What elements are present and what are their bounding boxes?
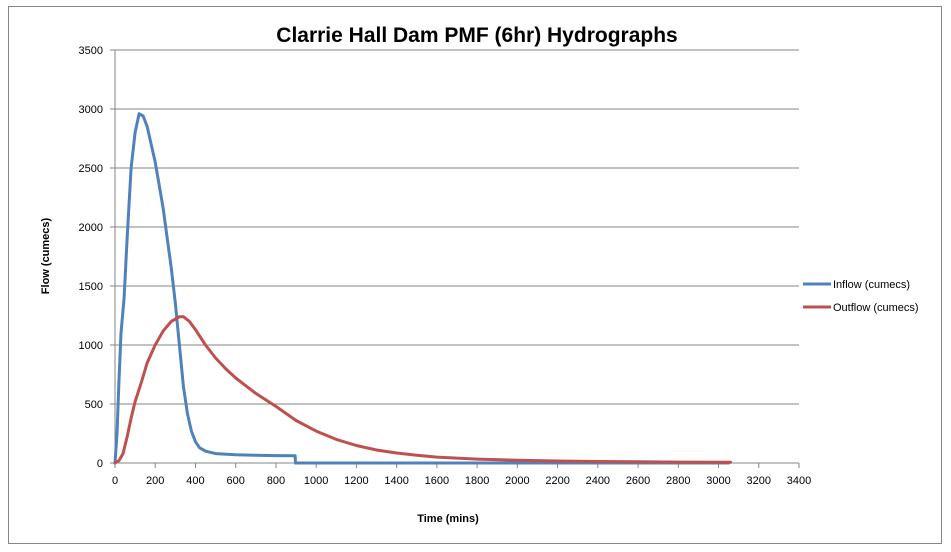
y-tick-label: 2000 — [79, 222, 103, 234]
y-tick-label: 2500 — [79, 163, 103, 175]
x-tick-label: 0 — [112, 475, 118, 487]
series-line-inflow — [113, 112, 731, 465]
x-tick-label: 1600 — [425, 475, 449, 487]
series-lines — [113, 112, 733, 465]
x-tick-label: 1200 — [344, 475, 368, 487]
chart-title: Clarrie Hall Dam PMF (6hr) Hydrographs — [276, 24, 677, 47]
chart-frame — [8, 6, 942, 544]
y-tick-label: 1500 — [79, 281, 103, 293]
x-tick-label: 1800 — [465, 475, 489, 487]
x-tick-label: 800 — [267, 475, 285, 487]
y-tick-label: 500 — [85, 399, 103, 411]
x-axis-label: Time (mins) — [417, 513, 479, 525]
x-tick-label: 1400 — [384, 475, 408, 487]
y-tick-label: 0 — [97, 458, 103, 470]
y-tick-label: 1000 — [79, 340, 103, 352]
gridlines — [115, 49, 799, 405]
series-line-outflow — [113, 315, 733, 465]
x-tick-labels: 0 200 400 600 800 1000 1200 1400 1600 1800 2000 220… — [112, 475, 811, 487]
y-tick-labels: 0 500 1000 1500 2000 2500 3000 3500 — [79, 45, 103, 470]
y-tick-label: 3500 — [79, 45, 103, 57]
x-tick-label: 400 — [186, 475, 204, 487]
y-axis-label: Flow (cumecs) — [40, 217, 52, 294]
x-tick-label: 600 — [227, 475, 245, 487]
x-tick-label: 2200 — [545, 475, 569, 487]
y-tick-label: 3000 — [79, 104, 103, 116]
x-tick-label: 2000 — [505, 475, 529, 487]
x-tick-label: 2600 — [626, 475, 650, 487]
x-tick-label: 3200 — [747, 475, 771, 487]
x-tick-label: 3400 — [787, 475, 811, 487]
legend-label-outflow: Outflow (cumecs) — [833, 302, 919, 314]
legend-label-inflow: Inflow (cumecs) — [833, 279, 910, 291]
legend: Inflow (cumecs) Outflow (cumecs) — [803, 279, 919, 314]
axes — [110, 49, 800, 468]
x-tick-label: 1000 — [304, 475, 328, 487]
x-tick-label: 200 — [146, 475, 164, 487]
x-tick-label: 3000 — [706, 475, 730, 487]
x-tick-label: 2800 — [666, 475, 690, 487]
x-tick-label: 2400 — [586, 475, 610, 487]
